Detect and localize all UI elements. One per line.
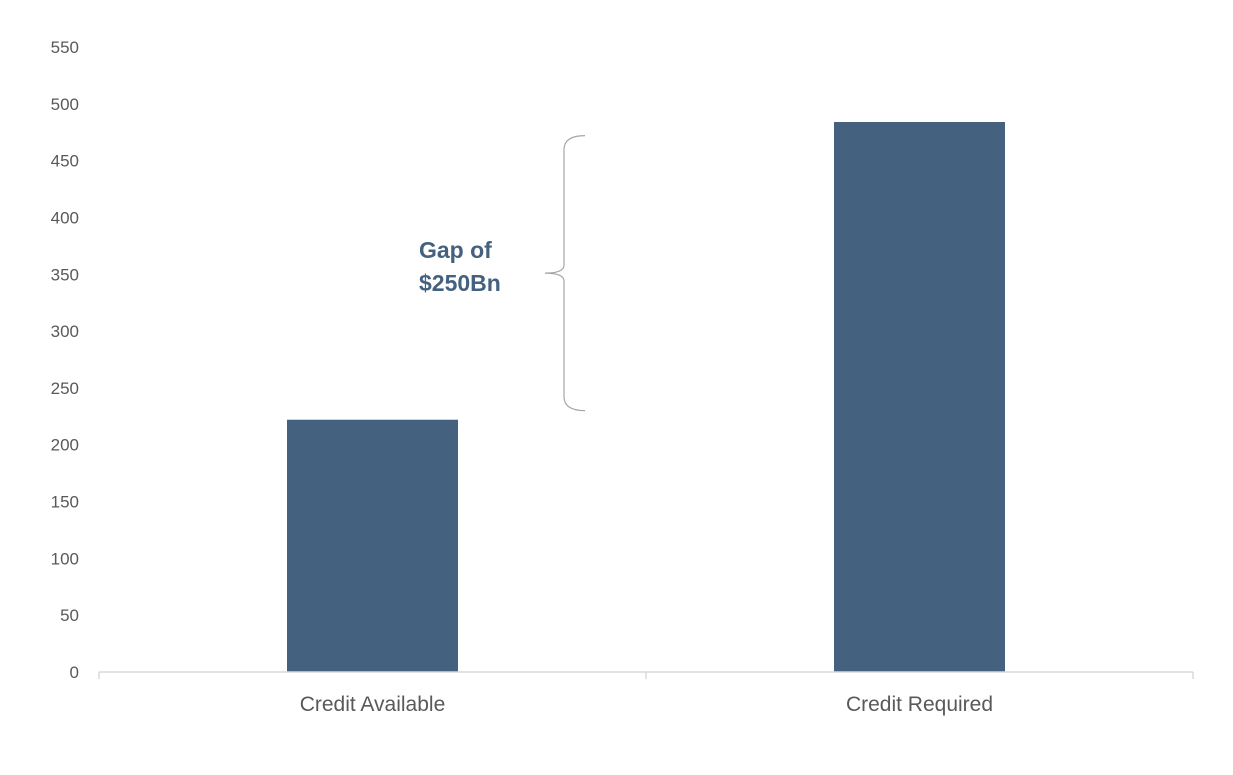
- y-tick-label: 550: [51, 38, 79, 57]
- y-tick-label: 50: [60, 606, 79, 625]
- y-tick-label: 200: [51, 436, 79, 455]
- y-axis-tick-labels: 0 50 100 150 200 250 300 350 400 450 500 550: [51, 38, 79, 682]
- x-category-label: Credit Required: [846, 693, 993, 716]
- gap-annotation-line-2: $250Bn: [419, 270, 501, 296]
- y-tick-label: 300: [51, 322, 79, 341]
- x-axis-category-labels: Credit Available Credit Required: [300, 693, 993, 716]
- y-tick-label: 500: [51, 95, 79, 114]
- y-tick-label: 150: [51, 493, 79, 512]
- bar-credit-available: [287, 419, 458, 672]
- bars: [287, 122, 1005, 672]
- y-tick-label: 0: [70, 663, 79, 682]
- gap-bracket: [544, 135, 586, 412]
- x-axis: [98, 671, 1194, 679]
- y-tick-label: 250: [51, 379, 79, 398]
- gap-annotation-line-1: Gap of: [419, 237, 492, 263]
- y-tick-label: 400: [51, 208, 79, 227]
- bar-credit-required: [834, 122, 1005, 672]
- y-tick-label: 450: [51, 152, 79, 171]
- y-tick-label: 100: [51, 549, 79, 568]
- x-category-label: Credit Available: [300, 693, 446, 716]
- y-tick-label: 350: [51, 265, 79, 284]
